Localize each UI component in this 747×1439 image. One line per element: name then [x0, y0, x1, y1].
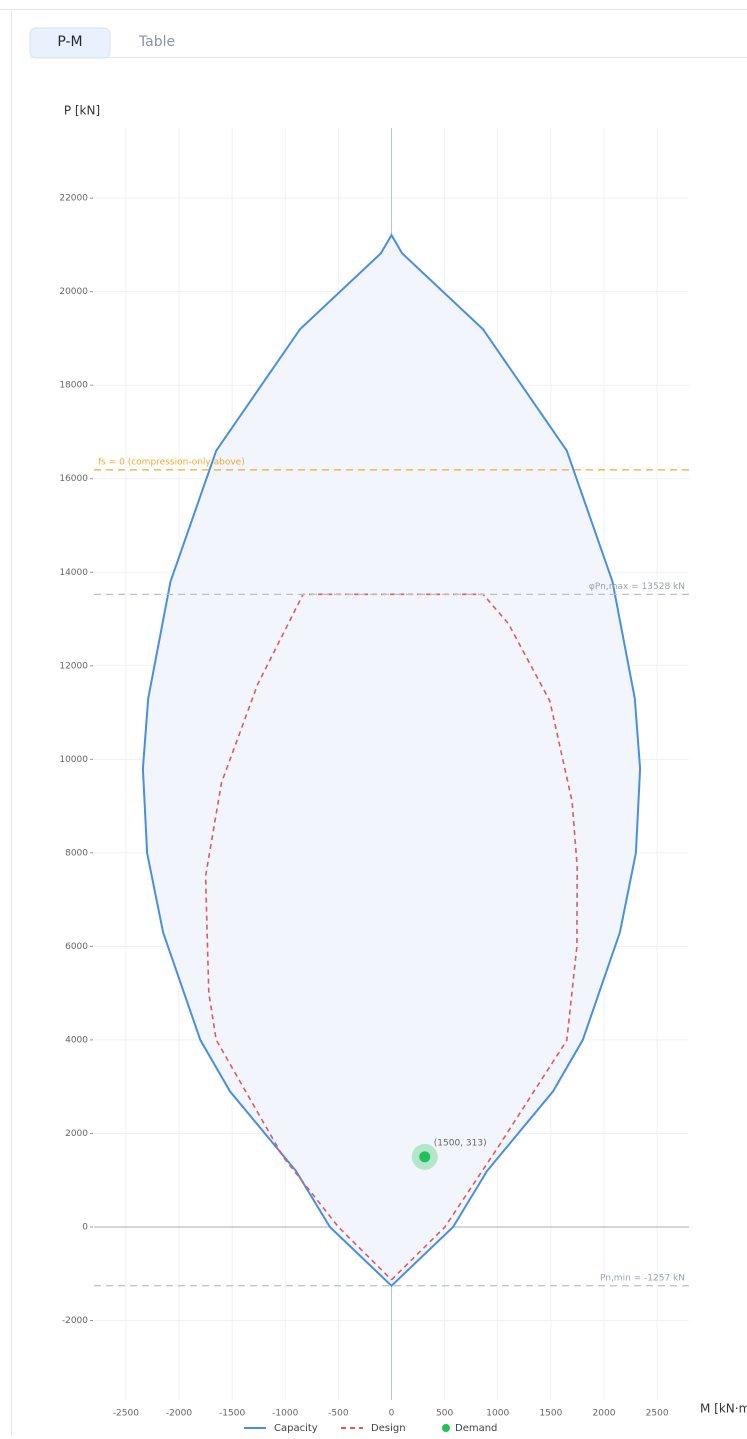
legend-label: Design: [371, 1423, 406, 1434]
y-tick-label: 18000: [59, 381, 88, 391]
demand-point: [419, 1151, 431, 1163]
tab-label[interactable]: P-M: [57, 34, 82, 50]
x-tick-label: 2500: [646, 1409, 669, 1419]
y-tick-label: 14000: [59, 568, 88, 578]
x-tick-label: 0: [389, 1409, 395, 1419]
y-tick-label: -2000: [62, 1316, 88, 1326]
x-tick-label: -1500: [219, 1409, 245, 1419]
x-tick-label: 500: [436, 1409, 453, 1419]
x-tick-label: -1000: [272, 1409, 298, 1419]
tab-active[interactable]: [29, 27, 111, 59]
legend-label: Capacity: [274, 1423, 318, 1434]
x-tick-label: -2500: [113, 1409, 139, 1419]
y-tick-label: 20000: [59, 287, 88, 297]
y-tick-label: 0: [82, 1222, 88, 1232]
y-tick-label: 10000: [59, 755, 88, 765]
y-tick-label: 6000: [65, 942, 88, 952]
y-tick-label: 4000: [65, 1035, 88, 1045]
y-tick-label: 2000: [65, 1129, 88, 1139]
x-axis-label: M [kN·m]: [700, 1402, 747, 1416]
tab-label[interactable]: Table: [138, 34, 175, 50]
x-tick-label: -500: [328, 1409, 349, 1419]
y-axis-label: P [kN]: [64, 104, 100, 118]
y-tick-label: 16000: [59, 474, 88, 484]
legend-label: Demand: [455, 1423, 497, 1434]
data-label: (1500, 313): [434, 1138, 487, 1148]
x-tick-label: -2000: [166, 1409, 192, 1419]
x-tick-label: 1000: [486, 1409, 509, 1419]
y-tick-label: 8000: [65, 848, 88, 858]
reference-label: φPn,max = 13528 kN: [589, 582, 685, 592]
reference-label: fs = 0 (compression-only above): [98, 457, 245, 467]
legend-swatch: [442, 1424, 450, 1432]
capacity-curve: [141, 233, 642, 1288]
y-tick-label: 12000: [59, 661, 88, 671]
reference-label: Pn,min = -1257 kN: [600, 1273, 685, 1283]
y-tick-label: 22000: [59, 194, 88, 204]
x-tick-label: 1500: [539, 1409, 562, 1419]
x-tick-label: 2000: [593, 1409, 616, 1419]
